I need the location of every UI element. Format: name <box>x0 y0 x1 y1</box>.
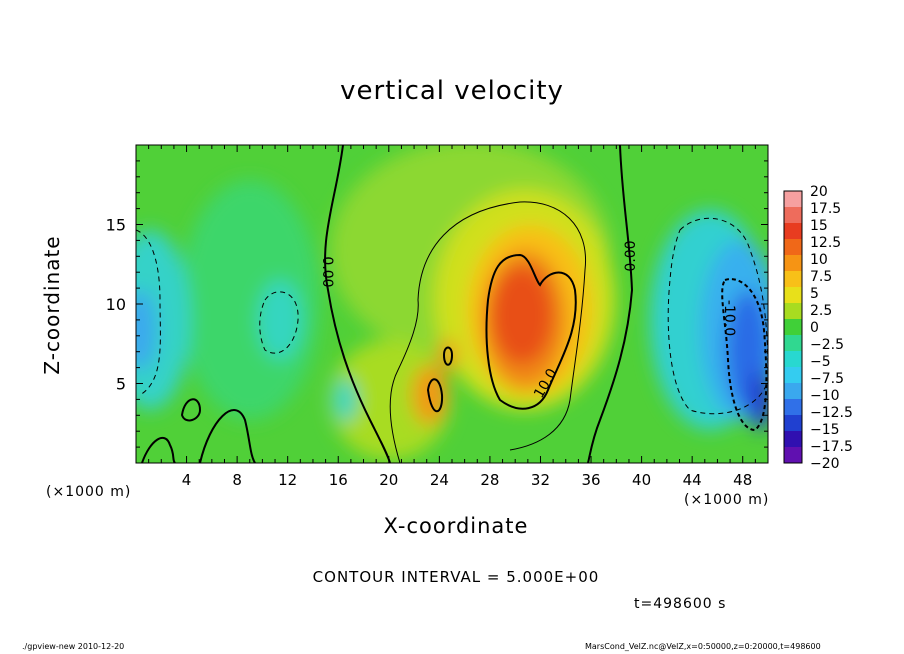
colorbar-label: −7.5 <box>810 371 844 387</box>
colorbar-label: 17.5 <box>810 201 841 217</box>
x-tick-label: 48 <box>733 471 752 489</box>
chart-title: vertical velocity <box>340 76 564 106</box>
colorbar-label: −17.5 <box>810 439 853 455</box>
colorbar-swatch <box>784 399 802 416</box>
contour-label: 0.00 <box>623 240 639 271</box>
x-unit-right: (×1000 m) <box>684 492 770 508</box>
colorbar-label: 12.5 <box>810 235 841 251</box>
y-tick-label: 15 <box>106 216 126 235</box>
colorbar-swatch <box>784 319 802 336</box>
colorbar-label: 15 <box>810 218 828 234</box>
colorbar-label: −10 <box>810 388 840 404</box>
colorbar-swatch <box>784 191 802 208</box>
x-axis-label: X-coordinate <box>383 514 529 538</box>
colorbar-label: −15 <box>810 422 840 438</box>
x-tick-label: 24 <box>430 471 449 489</box>
x-tick-label: 36 <box>581 471 600 489</box>
y-tick-label: 10 <box>106 295 126 314</box>
colorbar-frame <box>783 190 803 464</box>
footer-left: ./gpview-new 2010-12-20 <box>22 642 125 651</box>
colorbar-swatch <box>784 255 802 272</box>
colorbar-swatch <box>784 287 802 304</box>
colorbar-label: −2.5 <box>810 337 844 353</box>
colorbar-swatch <box>784 335 802 352</box>
y-axis: 5 10 15 <box>106 160 768 448</box>
colorbar-label: −20 <box>810 456 840 472</box>
heatmap-field <box>136 145 768 463</box>
colorbar-label: 20 <box>810 184 828 200</box>
colorbar-swatch <box>784 415 802 432</box>
contour-label: 0.00 <box>319 256 335 287</box>
x-tick-label: 20 <box>379 471 398 489</box>
colorbar-swatch <box>784 351 802 368</box>
colorbar-label: 5 <box>810 286 819 302</box>
colorbar-label: −5 <box>810 354 831 370</box>
footer-right: MarsCond_VelZ.nc@VelZ,x=0:50000,z=0:2000… <box>585 642 821 651</box>
colorbar-swatch <box>784 223 802 240</box>
ten-contour <box>485 253 577 410</box>
zero-contour-left <box>324 145 391 463</box>
colorbar-label: 10 <box>810 252 828 268</box>
colorbar-swatch <box>784 367 802 384</box>
colorbar-swatch <box>784 447 802 464</box>
colorbar-label: −12.5 <box>810 405 853 421</box>
x-tick-label: 32 <box>531 471 550 489</box>
x-tick-label: 4 <box>182 471 192 489</box>
y-tick-label: 5 <box>116 375 126 394</box>
x-tick-label: 12 <box>278 471 297 489</box>
colorbar-swatch <box>784 431 802 448</box>
zero-contour-right <box>587 145 634 463</box>
colorbar-swatch <box>784 207 802 224</box>
x-tick-label: 28 <box>480 471 499 489</box>
colorbar-swatch <box>784 383 802 400</box>
x-tick-label: 44 <box>683 471 702 489</box>
contour-label: -10.0 <box>721 300 737 336</box>
x-unit-left: (×1000 m) <box>46 484 132 500</box>
x-tick-label: 16 <box>329 471 348 489</box>
colorbar-swatch <box>784 303 802 320</box>
colorbar: 2017.51512.5107.552.50−2.5−5−7.5−10−12.5… <box>783 184 853 472</box>
colorbar-label: 7.5 <box>810 269 832 285</box>
colorbar-swatch <box>784 239 802 256</box>
colorbar-label: 0 <box>810 320 819 336</box>
x-tick-label: 8 <box>232 471 242 489</box>
contour-lines <box>136 145 768 463</box>
colorbar-swatch <box>784 271 802 288</box>
colorbar-label: 2.5 <box>810 303 832 319</box>
x-axis: 4 8 12 16 20 24 28 32 36 40 44 48 <box>148 145 756 489</box>
minus-ten-contour <box>721 278 768 432</box>
x-tick-label: 40 <box>632 471 651 489</box>
contour-interval-note: CONTOUR INTERVAL = 5.000E+00 <box>312 568 600 586</box>
time-stamp: t=498600 s <box>634 596 727 612</box>
